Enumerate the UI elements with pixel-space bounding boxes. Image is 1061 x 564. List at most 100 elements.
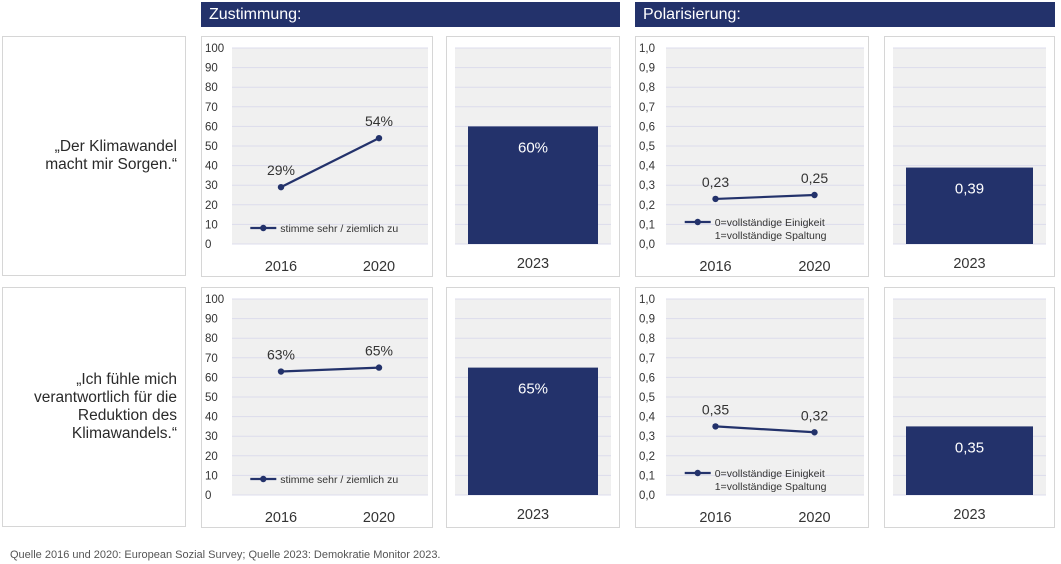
legend-marker <box>260 475 267 483</box>
x-tick-label: 2016 <box>699 259 731 275</box>
y-tick-label: 0,6 <box>639 121 655 133</box>
y-tick-label: 0,7 <box>639 353 655 365</box>
legend-marker <box>260 224 267 232</box>
bar <box>468 367 598 495</box>
chart-svg: 0,0 0,1 0,2 0,3 0,4 0,5 0,6 0,7 0,8 0,9 1,0 2016 202… <box>639 294 864 526</box>
data-label: 0,23 <box>702 174 729 190</box>
data-point <box>811 191 818 199</box>
bar-label: 0,39 <box>955 181 984 198</box>
y-tick-label: 80 <box>205 333 218 345</box>
statement-row-2: „Ich fühle mich verantwortlich für die R… <box>2 287 186 527</box>
x-tick-label: 2016 <box>699 510 731 526</box>
legend-label: 0=vollständige Einigkeit <box>715 217 825 229</box>
y-tick-label: 0,2 <box>639 451 655 463</box>
data-label: 54% <box>365 113 393 129</box>
chart-box: 0,0 0,1 0,2 0,3 0,4 0,5 0,6 0,7 0,8 0,9 1,0 2016 202… <box>635 287 869 528</box>
chart-svg: 0 10 20 30 40 50 60 70 80 90 100 2016 2020 29% 54% stim… <box>205 43 428 275</box>
chart-box: 60% 2023 <box>446 36 620 277</box>
x-tick-label: 2023 <box>953 256 985 272</box>
y-tick-label: 60 <box>205 121 218 133</box>
legend-label: 0=vollständige Einigkeit <box>715 468 825 480</box>
data-label: 0,35 <box>702 401 729 417</box>
bar <box>468 126 598 244</box>
y-tick-label: 1,0 <box>639 294 655 306</box>
data-point <box>811 429 818 436</box>
y-tick-label: 0,6 <box>639 372 655 384</box>
x-tick-label: 2023 <box>953 507 985 523</box>
y-tick-label: 70 <box>205 102 218 114</box>
chart-box: 65% 2023 <box>446 287 620 528</box>
y-tick-label: 20 <box>205 200 218 212</box>
y-tick-label: 0,9 <box>639 314 655 326</box>
y-tick-label: 0,3 <box>639 180 655 192</box>
data-label: 29% <box>267 162 295 178</box>
data-label: 65% <box>365 343 393 359</box>
legend-label: 1=vollständige Spaltung <box>715 481 827 493</box>
y-tick-label: 30 <box>205 180 218 192</box>
y-tick-label: 30 <box>205 431 218 443</box>
statement-line: macht mir Sorgen.“ <box>45 156 177 173</box>
x-tick-label: 2023 <box>517 507 549 523</box>
statement-line: „Ich fühle mich <box>76 371 177 388</box>
statement-text: „Ich fühle mich verantwortlich für die R… <box>34 371 177 443</box>
y-tick-label: 0,0 <box>639 239 655 251</box>
data-point <box>375 134 383 142</box>
series-line <box>715 425 815 434</box>
data-point <box>277 183 285 191</box>
x-tick-label: 2020 <box>363 259 395 275</box>
y-tick-label: 100 <box>205 294 224 306</box>
series-line <box>715 193 815 201</box>
y-tick-label: 1,0 <box>639 43 655 55</box>
y-tick-label: 0,2 <box>639 200 655 212</box>
x-tick-label: 2016 <box>265 510 297 526</box>
header-polarisierung: Polarisierung: <box>635 2 1055 27</box>
bar-label: 60% <box>518 139 548 156</box>
data-point <box>277 368 285 375</box>
y-tick-label: 20 <box>205 451 218 463</box>
y-tick-label: 0 <box>205 239 211 251</box>
chart-box: 0,35 2023 <box>884 287 1055 528</box>
chart-box: 0,39 2023 <box>884 36 1055 277</box>
bar <box>906 167 1033 244</box>
statement-line: „Der Klimawandel <box>54 138 177 155</box>
data-label: 63% <box>267 347 295 363</box>
data-point <box>375 364 383 371</box>
y-tick-label: 70 <box>205 353 218 365</box>
y-tick-label: 90 <box>205 314 218 326</box>
y-tick-label: 0,5 <box>639 141 655 153</box>
statement-row-1: „Der Klimawandel macht mir Sorgen.“ <box>2 36 186 276</box>
y-tick-label: 0,9 <box>639 63 655 75</box>
chart-svg: 0 10 20 30 40 50 60 70 80 90 100 2016 2020 63% 65% stim… <box>205 294 428 526</box>
chart-box: 0 10 20 30 40 50 60 70 80 90 100 2016 2020 29% 54% stim… <box>201 36 433 277</box>
y-tick-label: 0,4 <box>639 161 656 173</box>
header-zustimmung: Zustimmung: <box>201 2 620 27</box>
chart-svg: 60% 2023 <box>455 47 611 272</box>
chart-box: 0 10 20 30 40 50 60 70 80 90 100 2016 2020 63% 65% stim… <box>201 287 433 528</box>
x-tick-label: 2016 <box>265 259 297 275</box>
y-tick-label: 0,1 <box>639 219 655 231</box>
x-tick-label: 2023 <box>517 256 549 272</box>
y-tick-label: 10 <box>205 470 218 482</box>
chart-svg: 0,39 2023 <box>893 47 1046 272</box>
legend-label: stimme sehr / ziemlich zu <box>280 223 398 235</box>
x-tick-label: 2020 <box>798 510 830 526</box>
statement-line: verantwortlich für die <box>33 389 177 406</box>
legend-marker <box>694 218 701 226</box>
chart-svg: 0,0 0,1 0,2 0,3 0,4 0,5 0,6 0,7 0,8 0,9 1,0 2016 202… <box>639 43 864 275</box>
chart-svg: 0,35 2023 <box>893 298 1046 523</box>
y-tick-label: 80 <box>205 82 218 94</box>
statement-text: „Der Klimawandel macht mir Sorgen.“ <box>45 138 177 174</box>
legend-marker <box>694 469 701 477</box>
chart-svg: 65% 2023 <box>455 298 611 523</box>
source-note: Quelle 2016 und 2020: European Sozial Su… <box>10 549 441 561</box>
x-tick-label: 2020 <box>363 510 395 526</box>
y-tick-label: 40 <box>205 161 218 173</box>
series-line <box>280 137 380 189</box>
y-tick-label: 0,4 <box>639 412 656 424</box>
chart-box: 0,0 0,1 0,2 0,3 0,4 0,5 0,6 0,7 0,8 0,9 1,0 2016 202… <box>635 36 869 277</box>
y-tick-label: 10 <box>205 219 218 231</box>
y-tick-label: 50 <box>205 392 218 404</box>
y-tick-label: 0,8 <box>639 82 655 94</box>
bar <box>906 426 1033 495</box>
y-tick-label: 0 <box>205 490 211 502</box>
